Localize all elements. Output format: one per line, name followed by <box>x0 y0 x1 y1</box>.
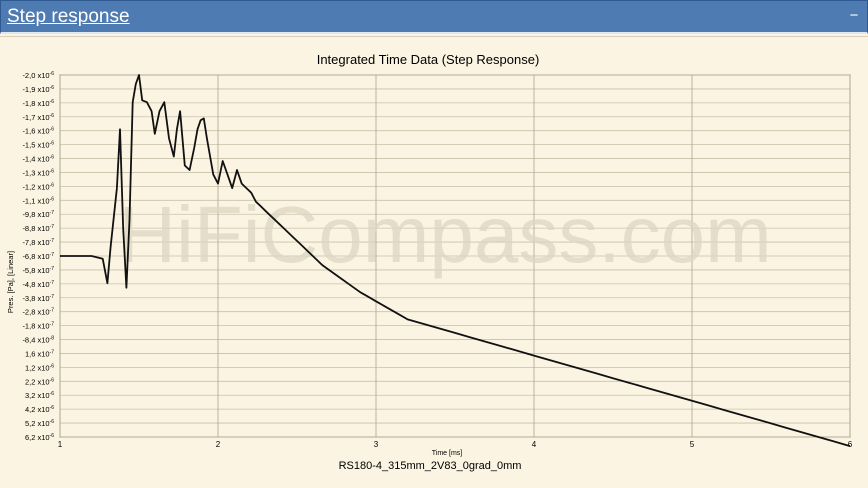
y-tick-label: 1,2 x10-6 <box>25 363 54 372</box>
y-tick-label: -3,8 x10-7 <box>22 294 54 303</box>
y-tick-label: -1,7 x10-6 <box>22 113 54 122</box>
y-tick-label: -1,5 x10-6 <box>22 141 54 150</box>
y-tick-label: -8,8 x10-7 <box>22 224 54 233</box>
watermark-text: HiFiCompass.com <box>118 190 771 279</box>
y-tick-label: -5,8 x10-7 <box>22 266 54 275</box>
x-axis-label: Time [ms] <box>432 450 463 457</box>
step-response-chart: HiFiCompass.com Integrated Time Data (St… <box>6 52 853 472</box>
y-tick-label: -1,9 x10-6 <box>22 85 54 94</box>
x-tick-label: 2 <box>216 440 221 449</box>
y-tick-label: 5,2 x10-6 <box>25 419 54 428</box>
y-tick-label: -1,3 x10-6 <box>22 168 54 177</box>
chart-area: HiFiCompass.com Integrated Time Data (St… <box>0 36 868 484</box>
x-tick-label: 6 <box>848 440 853 449</box>
y-tick-label: -1,6 x10-6 <box>22 127 54 136</box>
y-tick-label: 4,2 x10-6 <box>25 405 54 414</box>
y-tick-label: -1,1 x10-6 <box>22 196 54 205</box>
y-tick-label: 3,2 x10-6 <box>25 391 54 400</box>
series-line <box>60 74 851 447</box>
x-tick-label: 5 <box>690 440 695 449</box>
chart-title: Integrated Time Data (Step Response) <box>317 52 540 67</box>
y-tick-label: -2,8 x10-7 <box>22 308 54 317</box>
y-axis-label: Pres. [Pa], [Linear] <box>6 251 15 313</box>
chart-subtitle: RS180-4_315mm_2V83_0grad_0mm <box>339 460 522 472</box>
x-tick-label: 1 <box>58 440 63 449</box>
x-tick-label: 4 <box>532 440 537 449</box>
collapse-toggle-icon[interactable]: − <box>849 7 859 24</box>
y-tick-label: 6,2 x10-6 <box>25 433 54 442</box>
y-tick-label: -1,4 x10-6 <box>22 155 54 164</box>
x-tick-label: 3 <box>374 440 379 449</box>
y-tick-label: -8,4 x10-8 <box>22 336 54 345</box>
y-tick-label: -6,8 x10-7 <box>22 252 54 261</box>
y-tick-label: -2,0 x10-6 <box>22 71 54 80</box>
panel-title-link[interactable]: Step response <box>7 6 130 27</box>
y-tick-label: -4,8 x10-7 <box>22 280 54 289</box>
y-tick-label: -1,8 x10-6 <box>22 99 54 108</box>
panel-header: Step response − <box>0 0 868 34</box>
y-tick-label: 2,2 x10-6 <box>25 377 54 386</box>
y-tick-label: 1,6 x10-7 <box>25 349 54 358</box>
y-tick-label: -7,8 x10-7 <box>22 238 54 247</box>
y-tick-label: -1,8 x10-7 <box>22 322 54 331</box>
y-tick-label: -9,8 x10-7 <box>22 210 54 219</box>
y-tick-label: -1,2 x10-6 <box>22 182 54 191</box>
